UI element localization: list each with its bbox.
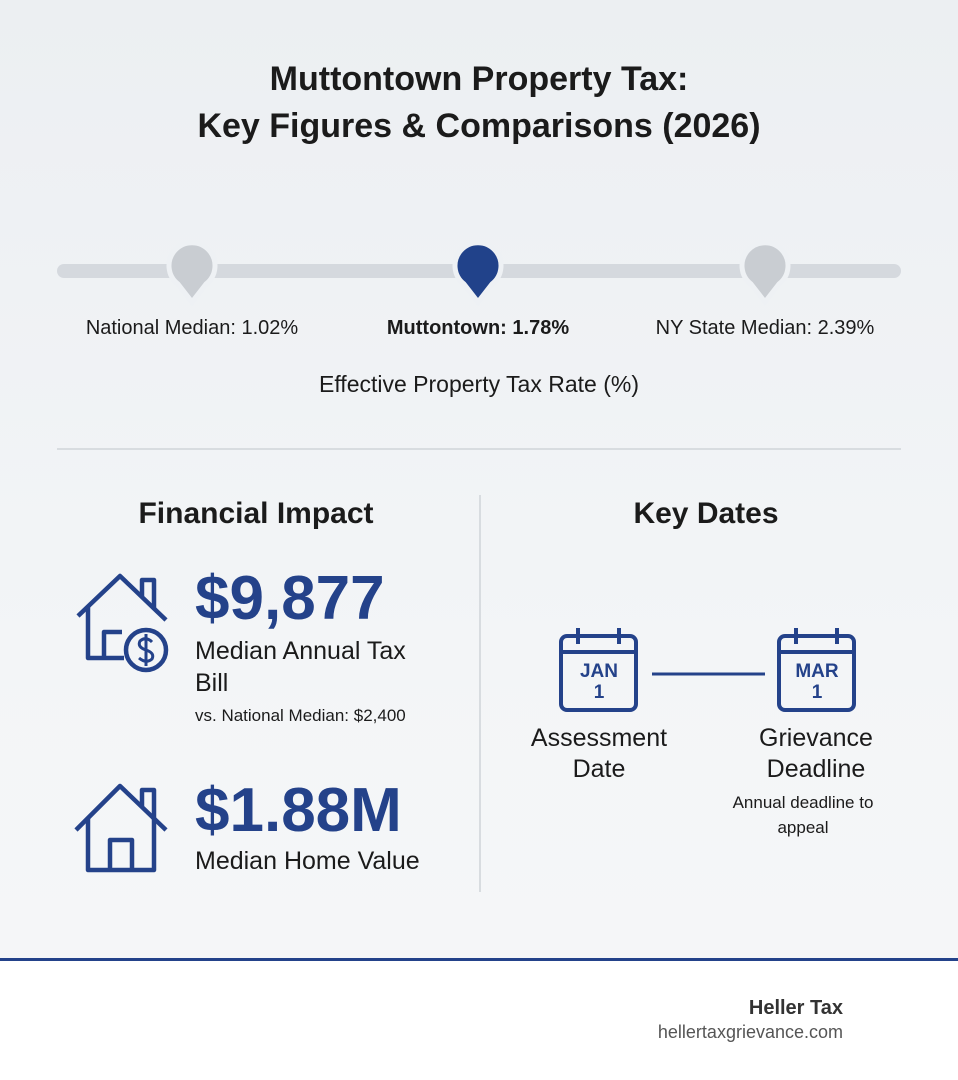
graphics: JAN 1 MAR 1 — [57, 240, 901, 892]
rate-caption: Effective Property Tax Rate (%) — [318, 371, 639, 397]
stat-value: $9,877 — [195, 564, 385, 633]
date-label: Grievance Deadline — [759, 724, 873, 783]
calendar-day: 1 — [594, 682, 605, 703]
stat-label: Median Home Value — [195, 847, 420, 875]
footer-brand: Heller Tax — [748, 997, 843, 1019]
house-icon — [74, 783, 168, 873]
title-line: Muttontown Property Tax: — [269, 60, 689, 98]
date-note: Annual deadline to appeal — [732, 793, 874, 837]
calendar-icon: MAR 1 — [777, 628, 856, 712]
calendar-month: JAN — [580, 661, 618, 682]
rate-label: NY State Median: 2.39% — [655, 317, 875, 339]
calendar-icon: JAN 1 — [559, 628, 638, 712]
stat-label: Median Annual Tax Bill — [195, 637, 406, 697]
section-heading: Key Dates — [633, 497, 779, 530]
pin — [739, 240, 791, 307]
stat-value: $1.88M — [195, 776, 402, 845]
pin — [166, 240, 218, 307]
calendar-day: 1 — [812, 682, 823, 703]
house-dollar-icon — [76, 573, 169, 673]
title-line: Key Figures & Comparisons (2026) — [197, 107, 761, 145]
stat-note: vs. National Median: $2,400 — [195, 706, 406, 725]
pin — [452, 240, 504, 307]
rate-label: Muttontown: 1.78% — [386, 317, 570, 339]
footer-website: hellertaxgrievance.com — [657, 1022, 843, 1042]
footer: Heller Tax hellertaxgrievance.com — [0, 958, 958, 1080]
section-heading: Financial Impact — [138, 497, 374, 530]
calendar-month: MAR — [795, 661, 839, 682]
rate-label: National Median: 1.02% — [85, 317, 299, 339]
date-label: Assessment Date — [530, 724, 668, 783]
